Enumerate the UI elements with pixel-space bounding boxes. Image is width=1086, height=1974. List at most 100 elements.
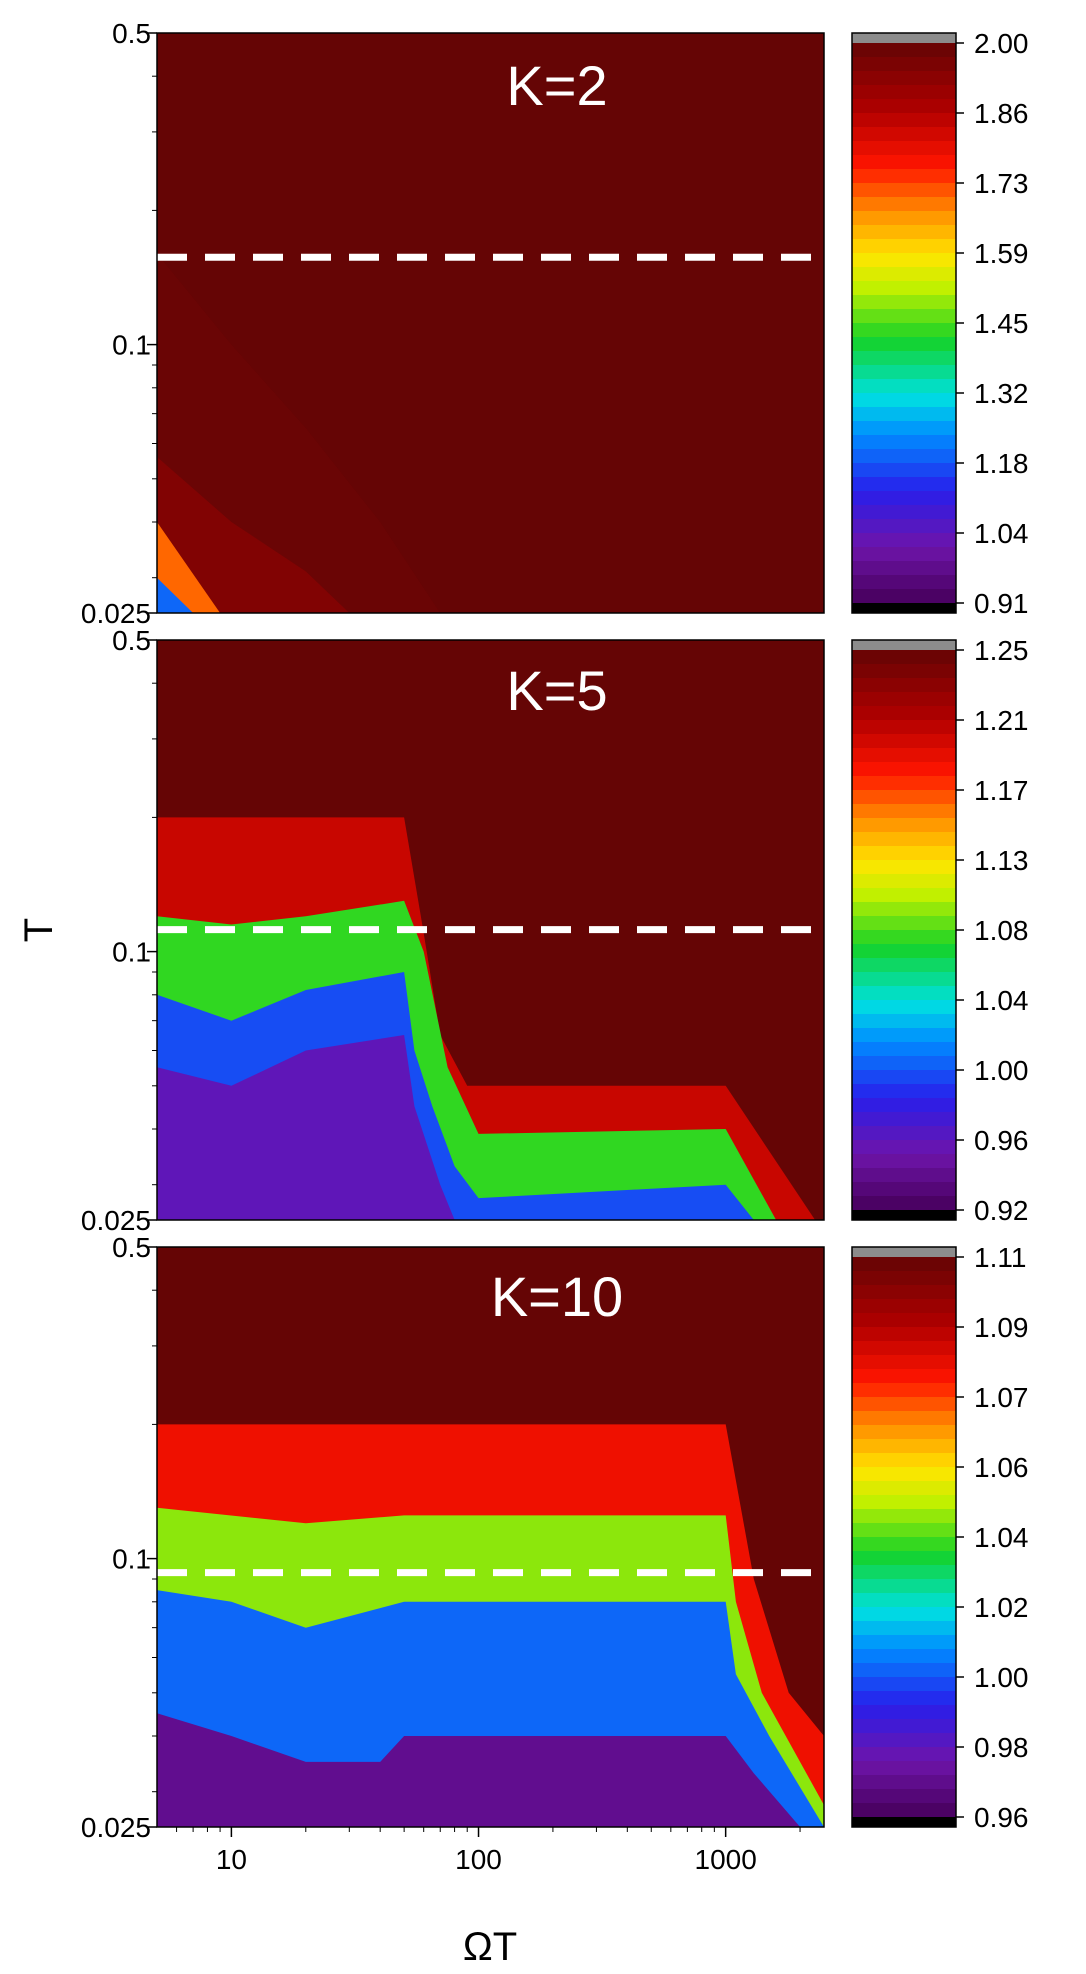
colorbar-step (852, 1509, 956, 1524)
colorbar-step (852, 1355, 956, 1370)
colorbar-step (852, 1719, 956, 1734)
x-tick-label: 10 (216, 1844, 247, 1875)
colorbar-step (852, 71, 956, 86)
colorbar-step (852, 790, 956, 805)
colorbar-step (852, 1196, 956, 1211)
colorbar-underflow-cap (852, 1817, 956, 1827)
colorbar-step (852, 197, 956, 212)
colorbar-step (852, 127, 956, 142)
plot-frame-k10 (156, 1246, 825, 1828)
plot-frame-k5 (156, 639, 825, 1221)
y-tick-label: 0.5 (112, 625, 151, 656)
colorbar-step (852, 1014, 956, 1029)
colorbar-step (852, 1593, 956, 1608)
colorbar-step (852, 860, 956, 875)
colorbar-step (852, 1495, 956, 1510)
panel-k2: 0.5 0.1 0.025 K=2 2.00 1.86 1.73 1.59 1.45 1.32… (81, 18, 1029, 629)
colorbar-step (852, 155, 956, 170)
colorbar-step (852, 1565, 956, 1580)
colorbar-tick-label: 1.25 (974, 635, 1029, 666)
colorbar-tick-label: 0.92 (974, 1195, 1029, 1226)
colorbar-step (852, 748, 956, 763)
colorbar-underflow-cap (852, 603, 956, 613)
colorbar-tick-label: 1.45 (974, 308, 1029, 339)
x-ticks-k10: 10 100 1000 (176, 1827, 801, 1875)
panel-k5: 0.5 0.1 0.025 K=5 1.25 1.21 1.17 1.13 1.08 1.04… (81, 625, 1029, 1236)
colorbar-step (852, 1537, 956, 1552)
colorbar-tick-label: 1.08 (974, 915, 1029, 946)
colorbar-tick-label: 1.09 (974, 1312, 1029, 1343)
colorbar-tick-label: 1.21 (974, 705, 1029, 736)
colorbar-tick-label: 1.86 (974, 98, 1029, 129)
colorbar-step (852, 1056, 956, 1071)
colorbar-step (852, 1691, 956, 1706)
colorbar-step (852, 1042, 956, 1057)
colorbar-step (852, 972, 956, 987)
colorbar-tick-label: 1.07 (974, 1382, 1029, 1413)
colorbar-step (852, 1140, 956, 1155)
colorbar-step (852, 1607, 956, 1622)
colorbar-step (852, 1084, 956, 1099)
colorbar-step (852, 589, 956, 604)
colorbar-step (852, 1028, 956, 1043)
colorbar-step (852, 902, 956, 917)
panel-label-k5: K=5 (506, 659, 607, 722)
colorbar-step (852, 1168, 956, 1183)
colorbar-step (852, 435, 956, 450)
colorbar-tick-label: 1.13 (974, 845, 1029, 876)
colorbar-step (852, 239, 956, 254)
colorbar-step (852, 706, 956, 721)
colorbar-step (852, 944, 956, 959)
colorbar-k10: 1.11 1.09 1.07 1.06 1.04 1.02 1.00 0.98 0.96 (851, 1242, 1029, 1833)
colorbar-step (852, 421, 956, 436)
colorbar-tick-label: 0.96 (974, 1802, 1029, 1833)
contour-band (157, 522, 221, 613)
y-tick-label: 0.5 (112, 18, 151, 49)
colorbar-step (852, 1397, 956, 1412)
colorbar-step (852, 1551, 956, 1566)
colorbar-step (852, 1112, 956, 1127)
colorbar-overflow-cap (852, 640, 956, 650)
colorbar-step (852, 1439, 956, 1454)
colorbar-step (852, 99, 956, 114)
colorbar-step (852, 1649, 956, 1664)
colorbar-step (852, 1369, 956, 1384)
plot-frame-k2 (156, 32, 825, 614)
colorbar-step (852, 253, 956, 268)
contour-band (157, 1713, 801, 1827)
colorbar-step (852, 664, 956, 679)
colorbar-step (852, 1635, 956, 1650)
y-tick-label: 0.025 (81, 598, 151, 629)
y-tick-label: 0.1 (112, 330, 151, 361)
colorbar-step (852, 1677, 956, 1692)
colorbar-step (852, 832, 956, 847)
colorbar-step (852, 477, 956, 492)
colorbar-step (852, 281, 956, 296)
colorbar-step (852, 43, 956, 58)
colorbar-step (852, 351, 956, 366)
colorbar-step (852, 519, 956, 534)
colorbar-tick-label: 0.98 (974, 1732, 1029, 1763)
colorbar-step (852, 1733, 956, 1748)
colorbar-step (852, 393, 956, 408)
heatmap-k2 (157, 33, 824, 613)
colorbar-step (852, 1803, 956, 1818)
colorbar-tick-label: 1.06 (974, 1452, 1029, 1483)
y-tick-label: 0.025 (81, 1205, 151, 1236)
colorbar-step (852, 183, 956, 198)
colorbar-step (852, 337, 956, 352)
y-ticks-k2: 0.5 0.1 0.025 (81, 18, 157, 629)
colorbar-step (852, 1789, 956, 1804)
panel-k10: 0.50.10.025 10 100 1000 K=10 1.111.091.071… (81, 1232, 1029, 1875)
colorbar-step (852, 1425, 956, 1440)
colorbar-step (852, 295, 956, 310)
x-axis-label: ΩT (463, 1925, 517, 1969)
colorbar-step (852, 1182, 956, 1197)
colorbar-step (852, 1621, 956, 1636)
colorbar-step (852, 407, 956, 422)
colorbar-step (852, 1327, 956, 1342)
colorbar-step (852, 365, 956, 380)
colorbar-step (852, 1761, 956, 1776)
colorbar-tick-label: 1.00 (974, 1055, 1029, 1086)
